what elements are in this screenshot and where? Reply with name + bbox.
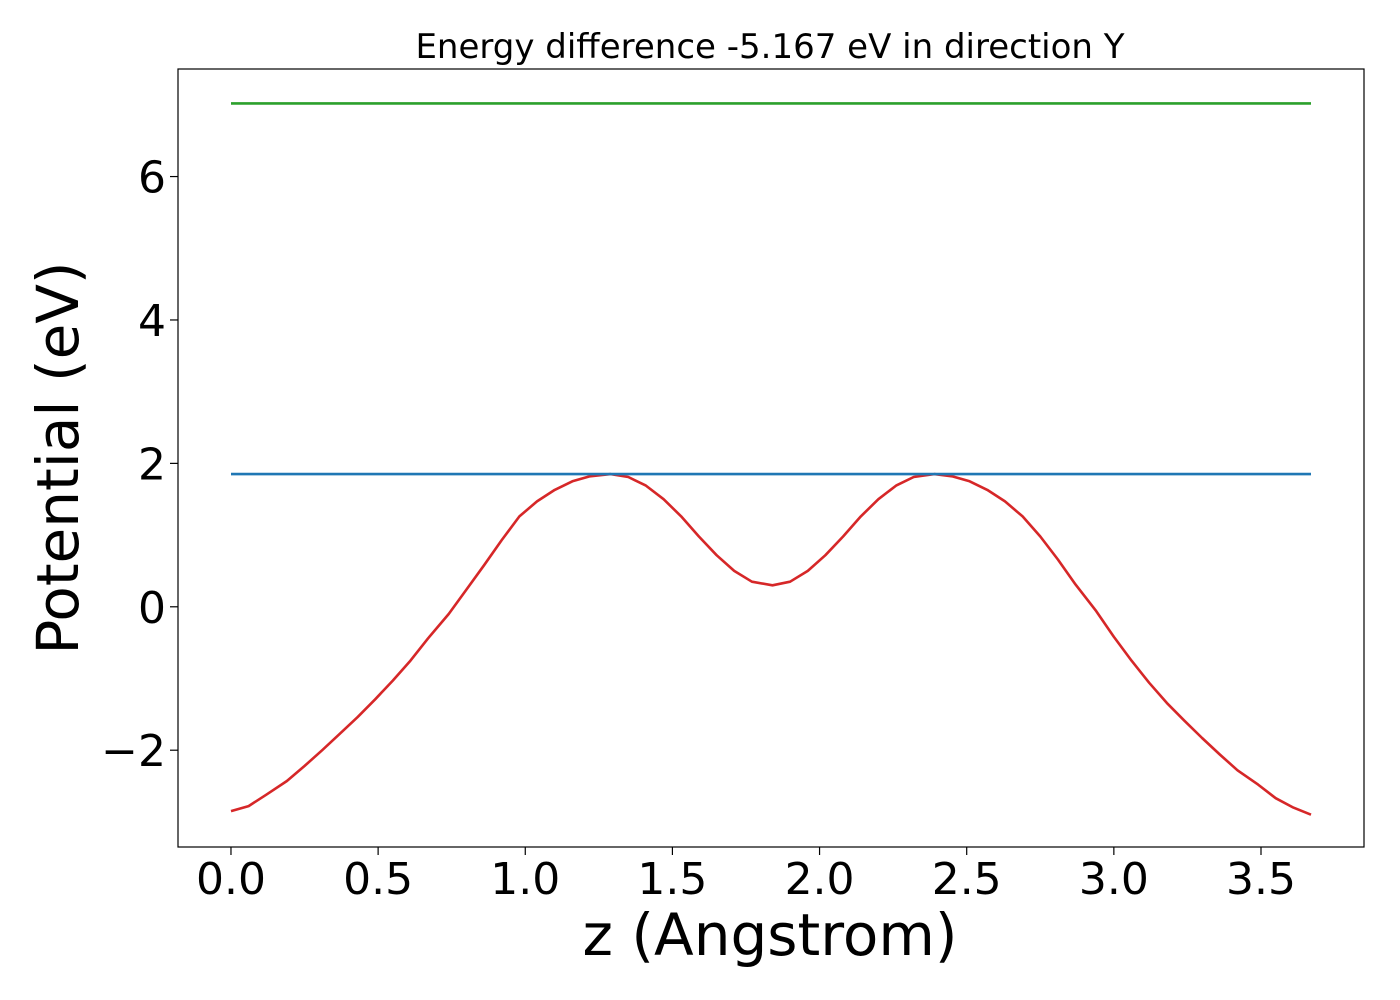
x-tick-label: 0.5 xyxy=(343,854,413,905)
x-tick-label: 1.0 xyxy=(490,854,560,905)
y-tick-label: −2 xyxy=(101,726,166,777)
x-axis-label: z (Angstrom) xyxy=(583,901,958,969)
chart-title: Energy difference -5.167 eV in direction… xyxy=(415,27,1124,67)
series-layer xyxy=(230,102,1312,816)
y-tick-label: 2 xyxy=(138,439,166,490)
y-axis-label: Potential (eV) xyxy=(24,261,92,654)
x-tick-label: 2.0 xyxy=(785,854,855,905)
x-tick-label: 2.5 xyxy=(932,854,1002,905)
plot-frame xyxy=(177,68,1365,848)
x-axis-ticks: 0.0 0.5 1.0 1.5 2.0 2.5 3.0 3.5 xyxy=(196,847,1296,905)
y-tick-label: 6 xyxy=(138,153,166,204)
y-axis-ticks: −2 0 2 4 6 xyxy=(101,153,178,777)
x-tick-label: 1.5 xyxy=(637,854,707,905)
series-line-0 xyxy=(230,472,1312,816)
plot-area xyxy=(177,68,1365,848)
x-tick-label: 3.0 xyxy=(1079,854,1149,905)
y-tick-label: 4 xyxy=(138,296,166,347)
x-tick-label: 3.5 xyxy=(1226,854,1296,905)
y-tick-label: 0 xyxy=(138,583,166,634)
x-tick-label: 0.0 xyxy=(196,854,266,905)
